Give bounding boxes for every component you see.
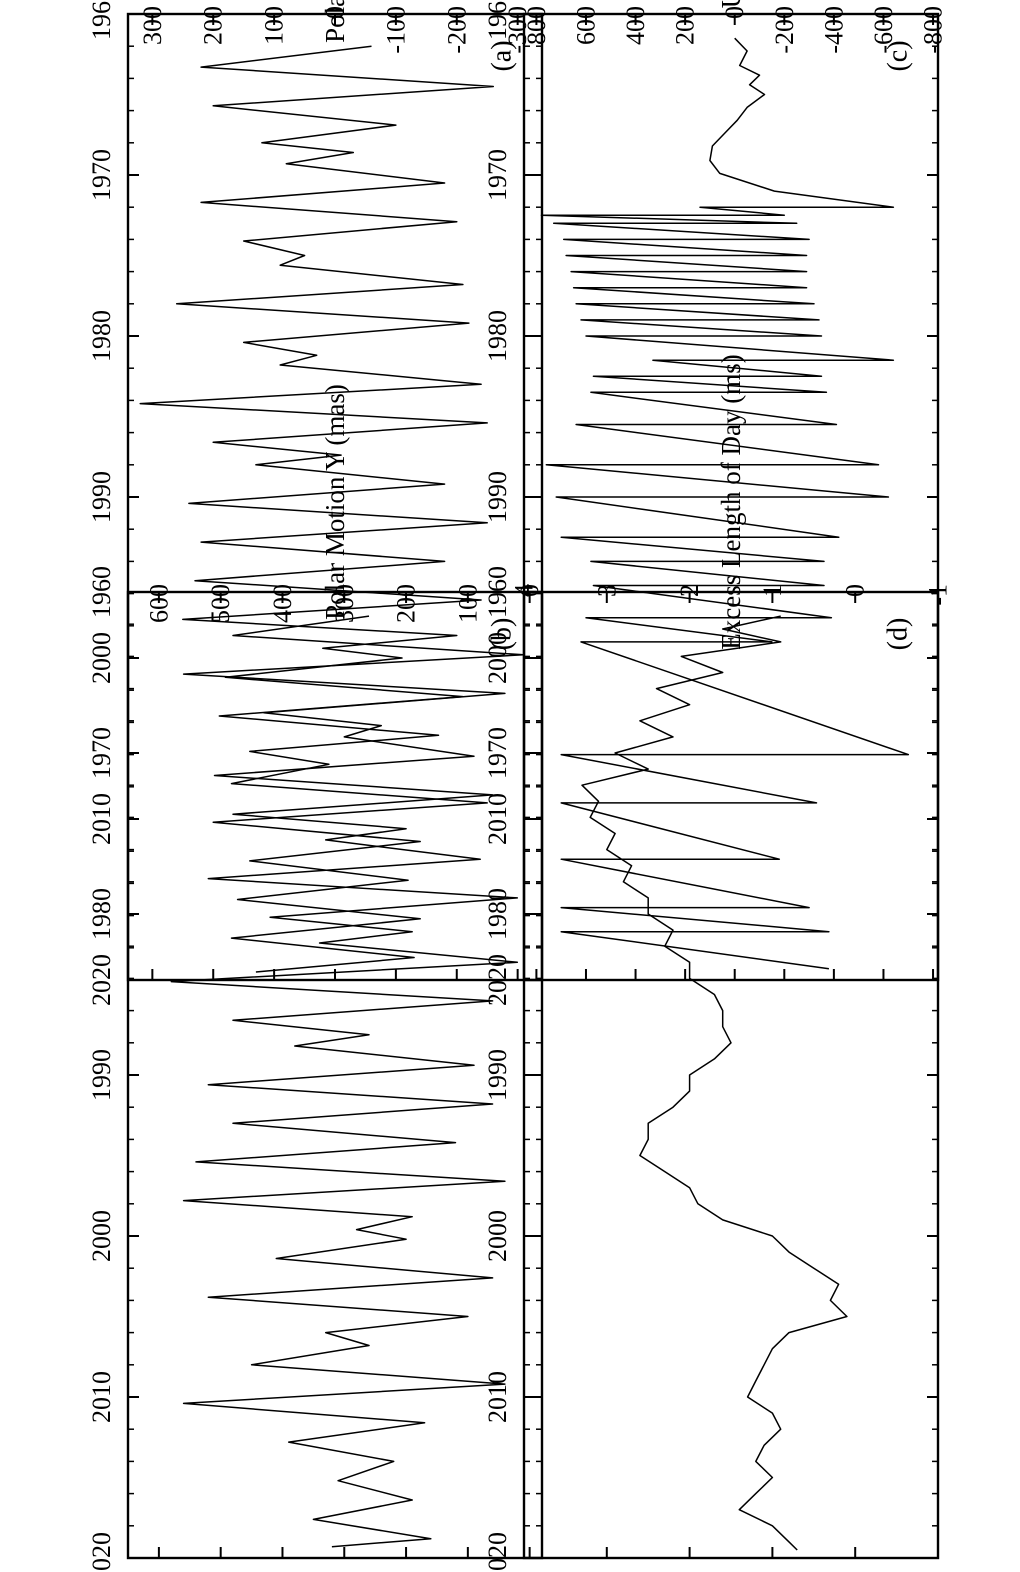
x-tick-label: 2000 <box>87 632 116 684</box>
x-tick-label: 2000 <box>483 632 512 684</box>
x-tick-label: 2010 <box>483 793 512 845</box>
x-tick-label: 1960 <box>483 566 512 618</box>
x-tick-label: 1970 <box>483 149 512 201</box>
y-tick-label: -400 <box>819 6 848 54</box>
y-tick-label: -200 <box>770 6 799 54</box>
y-tick-label: 100 <box>453 584 482 623</box>
x-tick-label: 2020 <box>483 1532 512 1572</box>
panel-label: (c) <box>883 40 914 71</box>
y-tick-label: -600 <box>869 6 898 54</box>
y-axis-label: Polar Motion X (mas) <box>320 0 350 43</box>
y-tick-label: 400 <box>268 584 297 623</box>
panel-a-series-line <box>139 45 495 973</box>
x-tick-label: 1980 <box>483 888 512 940</box>
y-tick-label: 0 <box>841 584 870 597</box>
x-tick-label: 2010 <box>483 1371 512 1423</box>
y-tick-label: 0 <box>515 584 544 597</box>
x-tick-label: 1980 <box>87 888 116 940</box>
panel-label: (a) <box>487 40 518 71</box>
panel-label: (d) <box>883 618 914 651</box>
y-tick-label: 4 <box>510 584 539 597</box>
y-tick-label: 300 <box>330 584 359 623</box>
x-tick-label: 2010 <box>87 1371 116 1423</box>
y-tick-label: 0 <box>321 6 350 19</box>
y-axis-label: UT1-UTC (ms) <box>716 0 746 8</box>
x-tick-label: 1990 <box>87 471 116 523</box>
x-tick-label: 1990 <box>483 471 512 523</box>
x-tick-label: 2020 <box>483 954 512 1006</box>
y-tick-label: 100 <box>260 6 289 45</box>
y-tick-label: -100 <box>381 6 410 54</box>
x-tick-label: 1970 <box>483 727 512 779</box>
y-tick-label: -800 <box>919 6 948 54</box>
panel-excess-length-of-day: 1960 1970 1980 1990 2000 2010 2020 4 3 2 1 0 -1 Exces… <box>483 354 953 1572</box>
y-axis-label: Excess Length of Day (ms) <box>716 354 746 649</box>
y-tick-label: 200 <box>199 6 228 45</box>
y-tick-label: 400 <box>621 6 650 45</box>
x-tick-label: 1990 <box>87 1049 116 1101</box>
panel-d-frame <box>522 590 940 1560</box>
panel-b-series-line <box>170 615 525 1548</box>
x-tick-label: 1970 <box>87 727 116 779</box>
x-tick-label: 2020 <box>87 1532 116 1572</box>
y-tick-label: 3 <box>592 584 621 597</box>
x-tick-label: 1980 <box>483 310 512 362</box>
y-axis-label: Polar Motion Y (mas) <box>320 384 350 620</box>
y-tick-label: 1 <box>758 584 787 597</box>
panel-label: (b) <box>487 618 518 651</box>
x-tick-label: 2000 <box>87 1210 116 1262</box>
y-tick-label: 2 <box>675 584 704 597</box>
panel-d-series-line <box>581 615 848 1551</box>
y-tick-label: 500 <box>206 584 235 623</box>
y-tick-label: -200 <box>442 6 471 54</box>
x-tick-label: 1960 <box>87 566 116 618</box>
y-tick-label: 200 <box>392 584 421 623</box>
x-tick-label: 2000 <box>483 1210 512 1262</box>
panel-c-series-line <box>540 37 910 970</box>
y-tick-label: 200 <box>671 6 700 45</box>
x-tick-label: 1960 <box>87 0 116 40</box>
y-tick-label: 800 <box>522 6 551 45</box>
x-tick-label: 1990 <box>483 1049 512 1101</box>
x-tick-label: 1970 <box>87 149 116 201</box>
y-tick-label: 600 <box>144 584 173 623</box>
y-tick-label: -1 <box>924 584 953 606</box>
x-tick-label: 2020 <box>87 954 116 1006</box>
y-tick-label: 300 <box>138 6 167 45</box>
x-tick-label: 2010 <box>87 793 116 845</box>
y-tick-label: 600 <box>571 6 600 45</box>
x-tick-label: 1980 <box>87 310 116 362</box>
x-tick-label: 1960 <box>483 0 512 40</box>
y-tick-label: 0 <box>720 6 749 19</box>
